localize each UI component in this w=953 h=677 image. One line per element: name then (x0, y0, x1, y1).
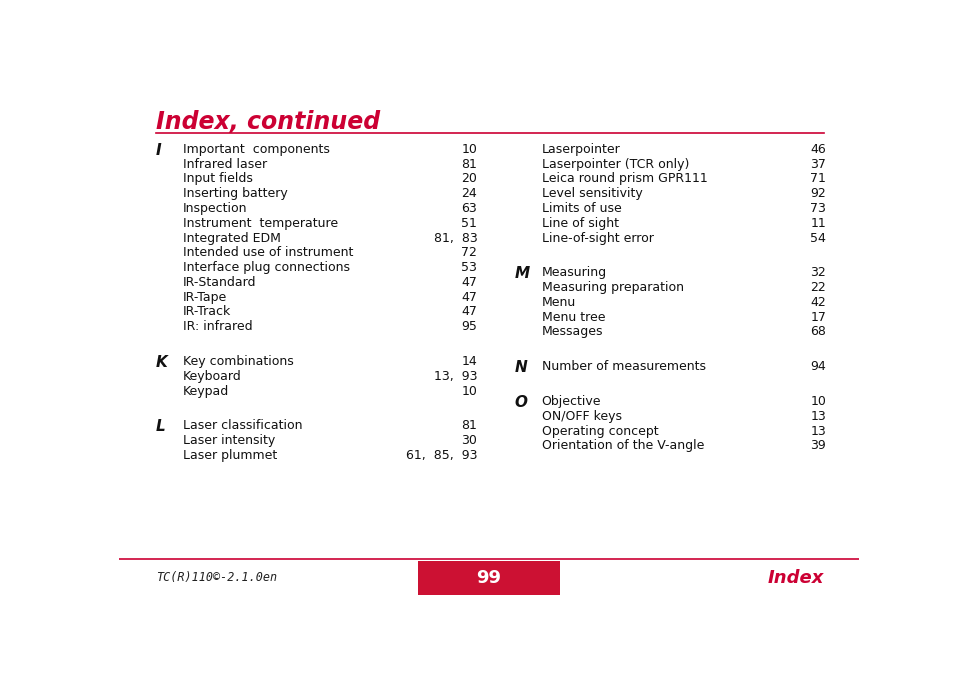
Text: IR-Standard: IR-Standard (183, 276, 256, 289)
Text: Laserpointer (TCR only): Laserpointer (TCR only) (541, 158, 688, 171)
Text: 81: 81 (461, 420, 476, 433)
Text: 42: 42 (809, 296, 825, 309)
Text: Level sensitivity: Level sensitivity (541, 188, 641, 200)
Text: 47: 47 (461, 290, 476, 304)
Text: 95: 95 (461, 320, 476, 333)
Text: Line-of-sight error: Line-of-sight error (541, 232, 653, 244)
Text: Index, continued: Index, continued (155, 110, 379, 134)
Text: IR-Track: IR-Track (183, 305, 231, 318)
Text: Objective: Objective (541, 395, 600, 408)
Text: Number of measurements: Number of measurements (541, 360, 705, 373)
Text: Laser intensity: Laser intensity (183, 434, 274, 447)
Text: 63: 63 (461, 202, 476, 215)
Text: 13,  93: 13, 93 (434, 370, 476, 383)
Text: 73: 73 (809, 202, 825, 215)
Text: 47: 47 (461, 305, 476, 318)
Text: Laser plummet: Laser plummet (183, 449, 276, 462)
Text: 92: 92 (809, 188, 825, 200)
Text: 99: 99 (476, 569, 501, 587)
Text: 11: 11 (809, 217, 825, 230)
Text: 13: 13 (809, 410, 825, 423)
Text: K: K (155, 355, 168, 370)
Text: IR-Tape: IR-Tape (183, 290, 227, 304)
Text: Important  components: Important components (183, 143, 330, 156)
Text: 71: 71 (809, 173, 825, 185)
Text: Line of sight: Line of sight (541, 217, 618, 230)
Text: 14: 14 (461, 355, 476, 368)
Text: 39: 39 (809, 439, 825, 452)
Text: Instrument  temperature: Instrument temperature (183, 217, 337, 230)
Text: L: L (155, 420, 165, 435)
Text: 51: 51 (461, 217, 476, 230)
Text: 81,  83: 81, 83 (433, 232, 476, 244)
Text: Measuring: Measuring (541, 266, 606, 280)
Text: Key combinations: Key combinations (183, 355, 294, 368)
Text: 46: 46 (809, 143, 825, 156)
Text: 53: 53 (461, 261, 476, 274)
Text: Leica round prism GPR111: Leica round prism GPR111 (541, 173, 706, 185)
Text: 22: 22 (809, 281, 825, 294)
Text: Intended use of instrument: Intended use of instrument (183, 246, 353, 259)
Text: Operating concept: Operating concept (541, 424, 658, 437)
Text: Menu tree: Menu tree (541, 311, 604, 324)
Text: 30: 30 (461, 434, 476, 447)
Text: IR: infrared: IR: infrared (183, 320, 253, 333)
Text: O: O (514, 395, 527, 410)
Text: Limits of use: Limits of use (541, 202, 620, 215)
Text: TC(R)110©-2.1.0en: TC(R)110©-2.1.0en (155, 571, 276, 584)
Text: Interface plug connections: Interface plug connections (183, 261, 350, 274)
Text: Input fields: Input fields (183, 173, 253, 185)
Text: Inspection: Inspection (183, 202, 247, 215)
Text: Measuring preparation: Measuring preparation (541, 281, 683, 294)
Text: Laserpointer: Laserpointer (541, 143, 619, 156)
Text: Orientation of the V-angle: Orientation of the V-angle (541, 439, 703, 452)
Text: Infrared laser: Infrared laser (183, 158, 267, 171)
Text: 47: 47 (461, 276, 476, 289)
Text: 13: 13 (809, 424, 825, 437)
Text: Keypad: Keypad (183, 385, 229, 397)
Text: 10: 10 (461, 385, 476, 397)
Text: 72: 72 (461, 246, 476, 259)
Text: Inserting battery: Inserting battery (183, 188, 287, 200)
Text: 37: 37 (809, 158, 825, 171)
Text: 32: 32 (809, 266, 825, 280)
Text: N: N (514, 360, 527, 375)
Text: 94: 94 (809, 360, 825, 373)
Text: M: M (514, 266, 529, 282)
Text: Messages: Messages (541, 326, 602, 338)
Text: 10: 10 (461, 143, 476, 156)
Text: Menu: Menu (541, 296, 576, 309)
Text: Index: Index (767, 569, 823, 587)
Text: 24: 24 (461, 188, 476, 200)
Text: 20: 20 (461, 173, 476, 185)
Text: 81: 81 (461, 158, 476, 171)
Text: 61,  85,  93: 61, 85, 93 (405, 449, 476, 462)
Text: Laser classification: Laser classification (183, 420, 302, 433)
Text: 68: 68 (809, 326, 825, 338)
Text: Integrated EDM: Integrated EDM (183, 232, 280, 244)
Text: 17: 17 (809, 311, 825, 324)
Text: ON/OFF keys: ON/OFF keys (541, 410, 621, 423)
Text: I: I (155, 143, 161, 158)
Text: 54: 54 (809, 232, 825, 244)
Bar (417, 561, 559, 595)
Text: 10: 10 (809, 395, 825, 408)
Text: Keyboard: Keyboard (183, 370, 241, 383)
